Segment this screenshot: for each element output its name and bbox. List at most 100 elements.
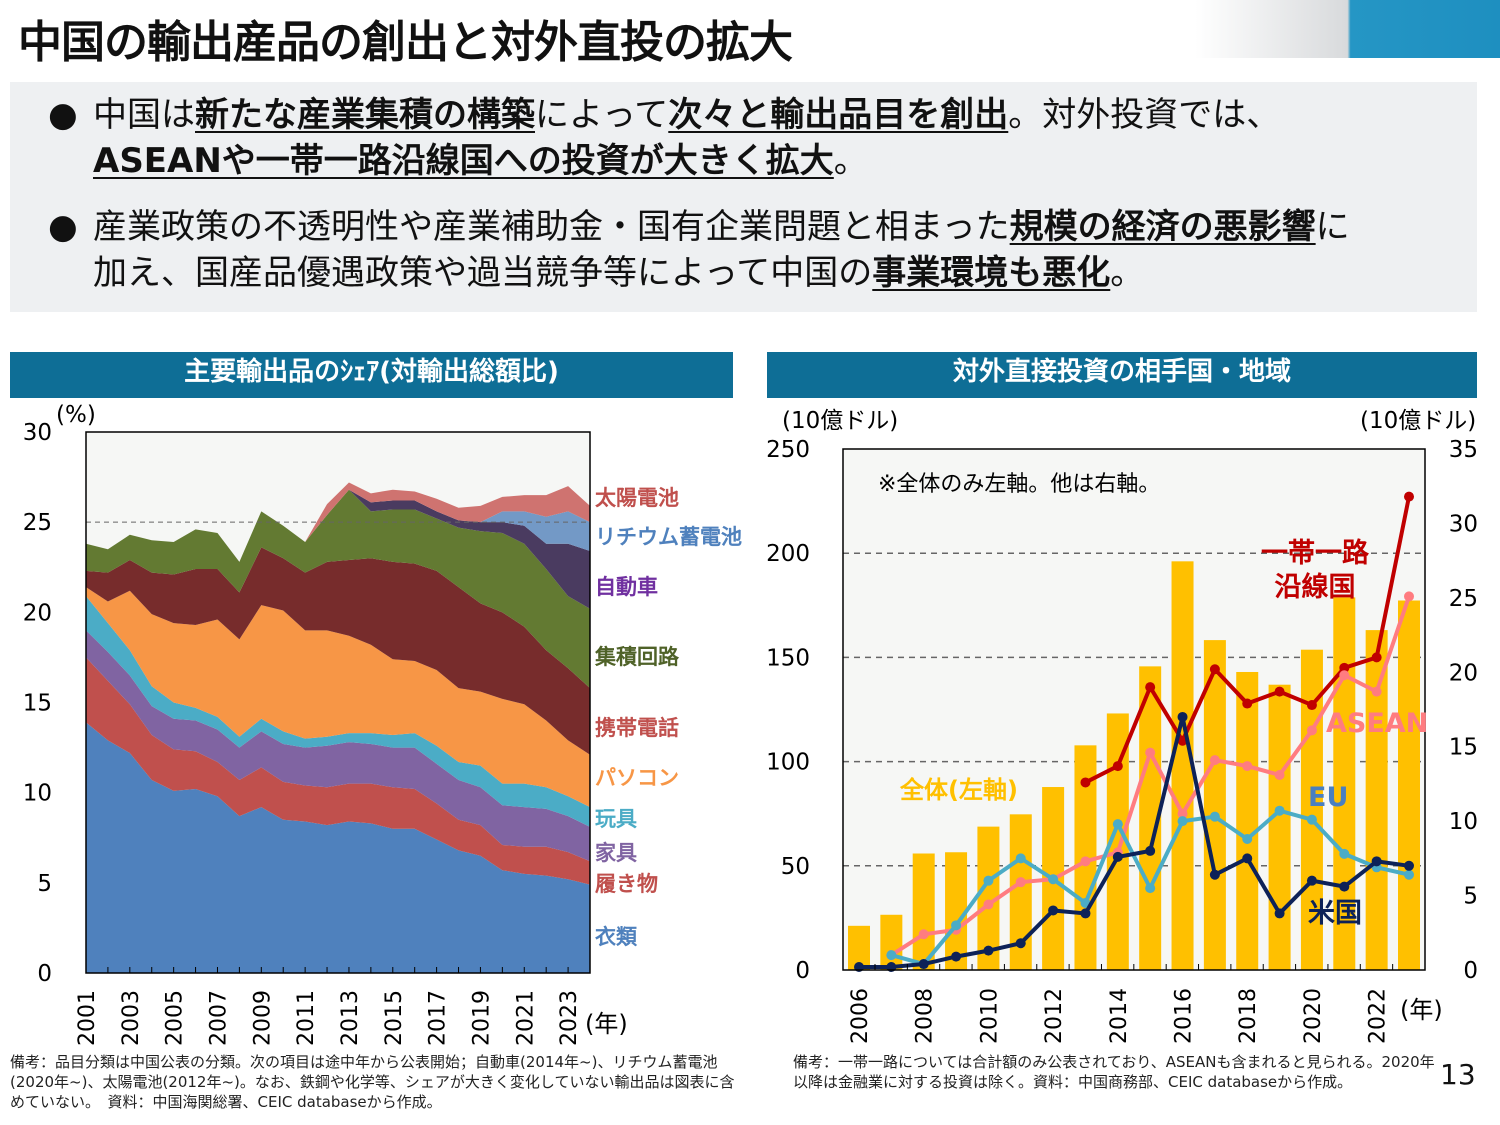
point-米国 xyxy=(951,951,962,962)
y-tick-label: 15 xyxy=(23,691,52,717)
legend-label: 履き物 xyxy=(595,872,658,896)
line-米国 xyxy=(859,716,1410,970)
legend-label: パソコン xyxy=(595,766,679,790)
legend-label: 玩具 xyxy=(595,807,637,831)
bullet-text: に加え、国産品優遇政策や過当競争等によって中国の xyxy=(93,207,1350,293)
y-tick-label: 0 xyxy=(37,961,52,987)
right-footnote: 備考：一帯一路については合計額のみ公表されており、ASEANも含まれると見られる… xyxy=(793,1053,1435,1091)
bullet-emphasis: 事業環境も悪化 xyxy=(872,253,1111,293)
header-decoration xyxy=(1195,0,1500,58)
y-tick-label: 5 xyxy=(37,871,52,897)
x-tick-label: 2009 xyxy=(250,990,275,1046)
point-米国 xyxy=(1339,881,1350,892)
bar-2017 xyxy=(1203,640,1226,970)
x-tick-label: 2006 xyxy=(848,988,873,1044)
bar-2015 xyxy=(1139,666,1162,970)
bar-2018 xyxy=(1236,671,1259,970)
point-米国 xyxy=(1274,908,1285,919)
point-米国 xyxy=(1242,853,1253,864)
x-tick-label: 2011 xyxy=(294,990,319,1046)
x-tick-label: 2017 xyxy=(426,990,451,1046)
export-share-area-chart: 0 5 10 15 20 25 30(%) 2001 2003 2005 2007 2009 2011 2… xyxy=(23,402,742,1046)
legend-label: 全体(左軸) xyxy=(899,776,1018,804)
point-米国 xyxy=(1048,905,1059,916)
point-ASEAN xyxy=(1371,686,1382,697)
point-米国 xyxy=(918,959,929,970)
point-ASEAN xyxy=(1177,808,1188,819)
point-EU xyxy=(951,920,962,931)
x-tick-label: 2021 xyxy=(513,990,538,1046)
point-米国 xyxy=(1209,869,1220,880)
y-right-tick-label: 10 xyxy=(1449,809,1478,835)
bullet-dot-icon: ● xyxy=(48,207,78,247)
point-ASEAN xyxy=(1145,747,1156,758)
legend-label: 自動車 xyxy=(595,575,658,599)
point-一帯一路 沿線国 xyxy=(1242,698,1253,709)
point-米国 xyxy=(1112,851,1123,862)
bullet-text: 中国は xyxy=(93,95,195,135)
point-ASEAN xyxy=(1404,591,1414,602)
area-パソコン xyxy=(86,587,590,808)
point-米国 xyxy=(983,945,994,956)
y-unit-label: (%) xyxy=(56,402,96,428)
point-米国 xyxy=(1306,875,1317,886)
x-tick-label: 2013 xyxy=(338,990,363,1046)
chart-annotation: ※全体のみ左軸。他は右軸。 xyxy=(878,472,1160,497)
point-一帯一路 沿線国 xyxy=(1145,682,1156,693)
x-tick-label: 2014 xyxy=(1107,988,1132,1044)
legend-label: EU xyxy=(1308,782,1348,813)
bar-2006 xyxy=(848,925,870,970)
x-tick-label: 2020 xyxy=(1301,988,1326,1044)
point-米国 xyxy=(1177,711,1188,722)
point-EU xyxy=(1209,811,1220,822)
bullet-dot-icon: ● xyxy=(48,95,78,135)
point-米国 xyxy=(1145,845,1156,856)
area-家具 xyxy=(86,630,590,862)
point-ASEAN xyxy=(918,929,929,940)
page-number: 13 xyxy=(1440,1058,1476,1091)
point-一帯一路 沿線国 xyxy=(1112,761,1123,772)
legend-label: リチウム蓄電池 xyxy=(595,525,742,549)
y-left-tick-label: 200 xyxy=(766,541,810,567)
legend-label: ASEAN xyxy=(1326,708,1428,739)
y-right-tick-label: 25 xyxy=(1449,586,1478,612)
legend-label: 沿線国 xyxy=(1275,571,1356,603)
point-一帯一路 沿線国 xyxy=(1306,700,1317,711)
bar-2016 xyxy=(1171,561,1194,970)
area-集積回路 xyxy=(86,489,590,689)
x-tick-label: 2001 xyxy=(75,990,100,1046)
bullet-text: 。対外投資では、 xyxy=(1008,95,1281,135)
bar-2009 xyxy=(945,852,968,970)
y-tick-label: 25 xyxy=(23,510,52,536)
bar-2010 xyxy=(977,826,1000,970)
point-一帯一路 沿線国 xyxy=(1339,662,1350,673)
point-一帯一路 沿線国 xyxy=(1274,686,1285,697)
point-EU xyxy=(1242,834,1253,845)
y-left-tick-label: 0 xyxy=(795,958,810,984)
bar-2021 xyxy=(1333,597,1356,970)
point-一帯一路 沿線国 xyxy=(1404,491,1414,502)
bullet-emphasis: 規模の経済の悪影響 xyxy=(1009,207,1316,247)
legend-label: 家具 xyxy=(595,841,637,865)
y-left-tick-label: 150 xyxy=(766,645,810,671)
point-ASEAN xyxy=(1242,761,1253,772)
y-left-tick-label: 100 xyxy=(766,750,810,776)
y-right-tick-label: 15 xyxy=(1449,735,1478,761)
legend-label: 一帯一路 xyxy=(1261,537,1370,569)
y-left-unit: (10億ドル) xyxy=(782,408,898,434)
x-tick-label: 2018 xyxy=(1236,988,1261,1044)
bullet-text: 。 xyxy=(833,141,868,181)
area-衣類 xyxy=(86,722,590,973)
plot-border xyxy=(85,431,591,974)
page-title: 中国の輸出産品の創出と対外直投の拡大 xyxy=(18,17,793,68)
area-携帯電話 xyxy=(86,547,590,755)
bar-2008 xyxy=(912,853,935,970)
area-履き物 xyxy=(86,657,590,885)
x-tick-label: 2016 xyxy=(1172,988,1197,1044)
fdi-bar-line-chart: 0 50 100 150 200 250 0 5 10 15 20 25 30 35 (10億ドル) (10億… xyxy=(766,408,1478,1044)
legend-label: 米国 xyxy=(1308,898,1362,929)
point-ASEAN xyxy=(1209,755,1220,766)
x-tick-label: 2015 xyxy=(382,990,407,1046)
point-EU xyxy=(983,875,994,886)
y-right-tick-label: 20 xyxy=(1449,660,1478,686)
